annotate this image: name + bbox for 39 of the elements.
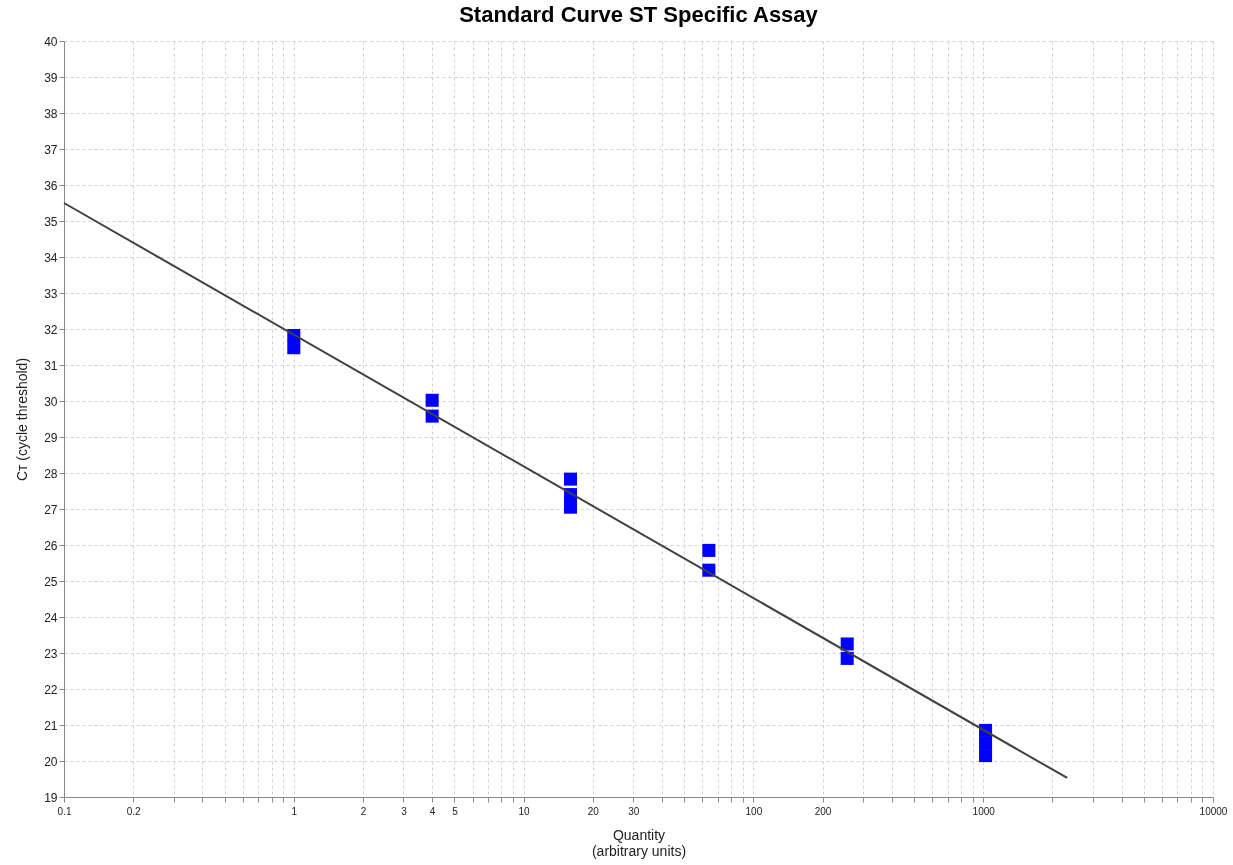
x-tick-label: 1 xyxy=(291,805,298,817)
x-tick-label: 5 xyxy=(452,805,459,817)
x-tick-label: 10 xyxy=(518,805,531,817)
y-tick-label: 39 xyxy=(44,70,58,85)
x-tick-label: 2 xyxy=(360,805,367,817)
x-tick-label: 100 xyxy=(745,805,763,817)
x-tick-label: 1000 xyxy=(972,805,996,817)
y-tick-label: 23 xyxy=(44,646,58,661)
x-tick-label: 3 xyxy=(401,805,408,817)
y-tick-label: 21 xyxy=(44,718,58,733)
y-tick-label: 37 xyxy=(44,142,58,157)
y-tick-label: 35 xyxy=(44,214,58,229)
y-tick-label: 38 xyxy=(44,106,58,121)
y-tick-label: 25 xyxy=(44,574,58,589)
y-tick-label: 33 xyxy=(44,286,58,301)
x-tick-label: 30 xyxy=(628,805,640,817)
y-tick-label: 19 xyxy=(44,790,58,805)
y-tick-label: 34 xyxy=(44,250,58,265)
x-tick-label: 0.1 xyxy=(57,805,72,817)
y-tick-label: 20 xyxy=(44,754,58,769)
x-tick-label: 0.2 xyxy=(126,805,142,817)
y-tick-label: 36 xyxy=(44,178,58,193)
x-tick-label: 20 xyxy=(587,805,600,817)
y-tick-label: 27 xyxy=(44,502,58,517)
y-tick-label: 24 xyxy=(44,610,58,625)
y-tick-label: 40 xyxy=(44,34,58,49)
x-tick-label: 4 xyxy=(429,805,436,817)
y-tick-label: 31 xyxy=(44,358,58,373)
y-tick-label: 28 xyxy=(44,466,58,481)
x-axis-title: Quantity (arbitrary units) xyxy=(591,826,687,859)
y-tick-label: 22 xyxy=(44,682,58,697)
chart-title: Standard Curve ST Specific Assay xyxy=(459,2,819,27)
y-tick-label: 32 xyxy=(44,322,58,337)
y-tick-label: 26 xyxy=(44,538,58,553)
y-tick-label: 30 xyxy=(44,394,58,409)
y-tick-label: 29 xyxy=(44,430,58,445)
x-tick-label: 200 xyxy=(814,805,832,817)
y-axis-title: Cᴛ (cycle threshold) xyxy=(14,357,31,482)
x-tick-label: 10000 xyxy=(1199,805,1228,817)
